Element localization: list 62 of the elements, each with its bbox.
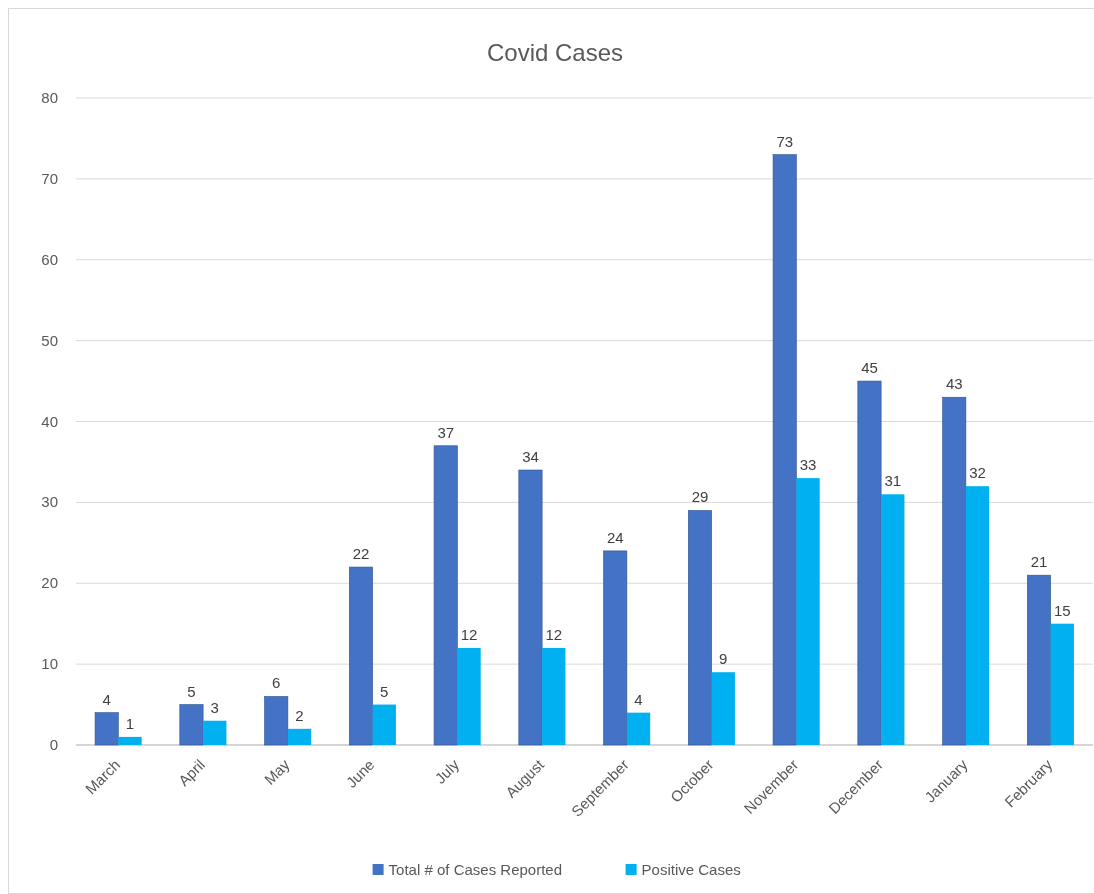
y-tick-label: 50 [41,331,58,349]
data-label: 2 [295,706,304,724]
bar [287,728,312,745]
data-label: 21 [1030,553,1048,571]
data-label: 29 [691,488,709,506]
y-tick-label: 30 [41,493,58,511]
data-label: 9 [719,650,728,668]
data-label: 24 [606,528,624,546]
y-tick-label: 60 [41,250,58,268]
data-label: 43 [945,375,963,393]
bar [857,380,882,746]
y-tick-label: 80 [41,89,58,106]
bar [626,712,651,745]
data-label: 3 [210,698,219,716]
data-label: 34 [522,448,539,466]
y-tick-label: 40 [41,412,58,430]
data-label: 45 [861,359,878,377]
chart-title: Covid Cases [486,39,624,66]
data-label: 22 [352,545,370,563]
data-label: 15 [1053,601,1071,619]
bar [372,704,396,745]
data-label: 73 [776,132,794,150]
bar [942,396,967,746]
data-label: 12 [460,625,478,643]
bar [1050,623,1074,745]
bar [203,720,227,745]
bar [433,445,458,746]
bar [603,550,628,746]
data-label: 12 [545,625,563,643]
y-tick-label: 0 [49,736,58,753]
bar [264,696,289,746]
y-tick-label: 20 [41,574,58,592]
bar [711,672,735,745]
bar [349,566,373,746]
bar [94,712,119,746]
bar [1027,574,1051,746]
bar [179,704,204,746]
data-label: 37 [437,423,455,441]
data-label: 5 [380,682,389,700]
legend-label: Total # of Cases Reported [388,861,563,878]
data-label: 31 [884,472,902,490]
legend-label: Positive Cases [641,861,741,878]
data-label: 32 [969,464,986,482]
x-tick-label: July [431,755,463,787]
y-tick-label: 70 [41,169,58,187]
bar [881,494,905,745]
data-label: 6 [272,674,281,692]
bar [457,647,481,745]
data-label: 5 [187,682,196,700]
data-label: 4 [102,690,111,708]
y-tick-label: 10 [41,655,58,673]
bar [118,736,142,745]
bar [772,154,797,746]
data-label: 33 [799,456,817,474]
bar [965,486,990,745]
data-label: 4 [634,690,643,708]
x-tick-label: May [260,755,294,788]
bar [518,469,543,746]
bar [542,647,566,745]
bar [688,510,712,746]
bar [796,478,820,745]
data-label: 1 [125,714,135,732]
